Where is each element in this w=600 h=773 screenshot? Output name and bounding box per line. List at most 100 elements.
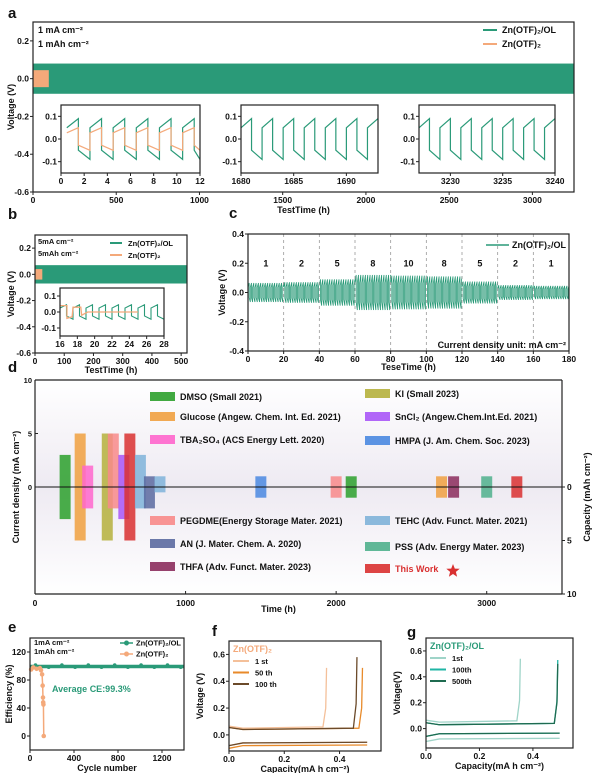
- y-tick-label: 0.2: [410, 698, 422, 708]
- charge-curve: [228, 667, 328, 729]
- data-point-ol: [178, 665, 183, 669]
- y-tick-label: 0.0: [232, 288, 244, 298]
- panel-label: c: [229, 205, 237, 222]
- legend-label: 100 th: [255, 680, 277, 689]
- x-tick-label: 8: [151, 176, 156, 186]
- star-icon: [446, 564, 460, 577]
- x-tick-label: 100: [57, 356, 71, 366]
- y-tick-label: -0.2: [14, 111, 29, 121]
- segment-profile: [390, 275, 427, 310]
- x-tick-label: 28: [159, 339, 169, 349]
- y-tick-label: -0.2: [229, 317, 244, 327]
- legend-label: Zn(OTF)₂: [128, 251, 161, 260]
- y-axis-label: Voltage(V): [392, 671, 402, 715]
- series-band-1: [35, 269, 43, 280]
- data-point-ol: [73, 665, 77, 669]
- condition-current: 1mA cm⁻²: [34, 638, 70, 647]
- y-tick-label-left: 0: [28, 483, 32, 492]
- series-band-0: [33, 63, 574, 94]
- y-tick-label-right: 0: [567, 482, 572, 492]
- legend-swatch: [365, 412, 390, 421]
- legend-label: PEGDME(Energy Storage Mater. 2021): [180, 516, 343, 526]
- y-tick-label: -0.1: [41, 323, 56, 333]
- x-tick-label: 500: [174, 356, 188, 366]
- current-density-note: Current density unit: mA cm⁻²: [438, 340, 566, 350]
- y-axis-label: Voltage (V): [6, 271, 16, 317]
- legend-label: 50 th: [255, 669, 273, 678]
- discharge-curve: [425, 732, 560, 737]
- segment-label: 2: [299, 258, 304, 268]
- segment-profile: [283, 282, 320, 303]
- inset-0: 0 2 4 6 8 10 12 -0.1 0.0 0.1: [42, 104, 205, 186]
- legend-swatch: [365, 542, 390, 551]
- x-tick-label: 140: [491, 354, 505, 364]
- discharge-curve: [425, 737, 560, 743]
- x-axis-label: TestTime (h): [277, 205, 330, 215]
- x-tick-label: 1500: [273, 195, 292, 205]
- segment-profile: [318, 279, 356, 306]
- bar: [134, 454, 146, 509]
- x-axis-label: Capacity(mA h cm⁻²): [455, 761, 544, 771]
- y-tick-label: 0.2: [232, 258, 244, 268]
- inset-bg: [419, 105, 555, 173]
- panel-label: e: [8, 619, 16, 636]
- y-tick-label: 0.1: [403, 111, 415, 121]
- x-tick-label: 0.2: [278, 754, 290, 764]
- panel-label: d: [8, 359, 17, 376]
- y-tick-label: 0.1: [225, 111, 237, 121]
- x-tick-label: 0: [33, 356, 38, 366]
- data-point-ol: [60, 663, 64, 667]
- legend-label: 1st: [452, 654, 463, 663]
- x-tick-label: 800: [111, 753, 125, 763]
- series-band-0: [35, 265, 187, 284]
- segment-label: 1: [549, 258, 554, 268]
- x-tick-label: 1000: [176, 598, 195, 608]
- x-tick-label: 200: [86, 356, 100, 366]
- data-point-ol: [126, 665, 130, 669]
- y-tick-label: 80: [17, 675, 27, 685]
- y-tick-label: 40: [17, 703, 27, 713]
- data-point-ol: [152, 665, 157, 669]
- x-axis-label: Capacity(mA h cm⁻²): [261, 764, 350, 773]
- x-tick-label: 0: [59, 176, 64, 186]
- legend-swatch: [150, 392, 175, 401]
- x-tick-label: 4: [105, 176, 110, 186]
- segment-label: 8: [442, 258, 447, 268]
- y-axis-label: Voltage (V): [6, 84, 16, 130]
- inset-0: 16 18 20 22 24 26 28 -0.1 0.0 0.1: [41, 287, 169, 349]
- x-tick-label: 120: [455, 354, 469, 364]
- charge-curve: [425, 663, 559, 726]
- legend-swatch: [365, 564, 390, 573]
- data-point-ol: [112, 663, 117, 667]
- legend-label: TBA₂SO₄ (ACS Energy Lett. 2020): [180, 435, 324, 445]
- legend-swatch: [150, 562, 175, 571]
- y-tick-label: 0.0: [44, 307, 56, 317]
- segment-label: 5: [477, 258, 482, 268]
- series-group-title: Zn(OTF)₂: [233, 644, 272, 654]
- y-axis-label: Voltage (V): [217, 269, 227, 315]
- x-tick-label: 18: [73, 339, 83, 349]
- segment-profile: [354, 274, 392, 311]
- condition-capacity: 1 mAh cm⁻²: [38, 39, 89, 49]
- panel-a: a 0 500 1000 1500 2000 2500 3000 -0.6 -0.4 -0.2 0.0…: [6, 5, 575, 215]
- legend-label: HMPA (J. Am. Chem. Soc. 2023): [395, 436, 530, 446]
- y-tick-label-left: 5: [28, 430, 32, 439]
- legend-label: Zn(OTF)₂/OL: [128, 239, 173, 248]
- data-point-bare: [41, 702, 46, 707]
- x-tick-label: 0.0: [420, 751, 432, 761]
- legend-label: AN (J. Mater. Chem. A. 2020): [180, 539, 301, 549]
- y-tick-label-left: 10: [24, 376, 32, 385]
- legend-swatch: [150, 539, 175, 548]
- plot-frame: [228, 640, 382, 752]
- legend-label: Glucose (Angew. Chem. Int. Ed. 2021): [180, 412, 341, 422]
- inset-1: 1680 1685 1690 -0.1 0.0 0.1: [222, 104, 379, 186]
- legend-label: KI (Small 2023): [395, 389, 459, 399]
- y-tick-label: 0.0: [213, 730, 225, 740]
- x-tick-label: 0.4: [334, 754, 346, 764]
- x-tick-label: 1000: [190, 195, 209, 205]
- panel-label: f: [212, 623, 218, 640]
- charge-curve: [228, 657, 358, 731]
- y-tick-label: 0.6: [213, 649, 225, 659]
